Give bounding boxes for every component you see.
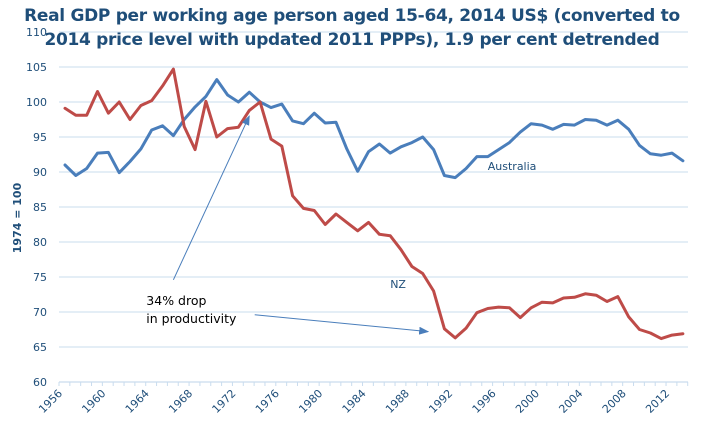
x-tick-label: 1976 [253, 387, 282, 416]
y-tick-label: 105 [26, 61, 47, 74]
x-tick-label: 1996 [470, 387, 499, 416]
x-tick-label: 1960 [79, 387, 108, 416]
chart-title-line-1: Real GDP per working age person aged 15-… [24, 6, 680, 26]
annotation-text: in productivity [146, 311, 237, 326]
x-tick-label: 1980 [296, 387, 325, 416]
y-tick-label: 95 [33, 131, 47, 144]
annotation-text: 34% drop [146, 293, 206, 308]
x-tick-label: 2004 [556, 387, 585, 416]
x-tick-label: 2000 [513, 387, 542, 416]
x-tick-label: 2008 [600, 387, 629, 416]
y-tick-label: 70 [33, 306, 47, 319]
series-line-australia [63, 78, 685, 180]
series-label-australia: Australia [488, 160, 537, 173]
y-tick-label: 110 [26, 26, 47, 39]
annotation-arrow [172, 115, 250, 281]
x-axis: 1956 1960 1964 1968 1972 1976 1980 1984 1988 1992… [36, 381, 689, 416]
y-tick-label: 80 [33, 236, 47, 249]
x-tick-label: 1972 [210, 387, 239, 416]
chart-title-line-2: 2014 price level with updated 2011 PPPs)… [44, 30, 660, 50]
y-tick-label: 85 [33, 201, 47, 214]
y-tick-label: 60 [33, 376, 47, 389]
series-lines: Australia NZ [63, 67, 685, 341]
y-tick-label: 100 [26, 96, 47, 109]
series-label-nz: NZ [390, 278, 406, 291]
x-tick-label: 1964 [123, 387, 152, 416]
y-tick-label: 90 [33, 166, 47, 179]
x-tick-label: 1956 [36, 387, 65, 416]
series-line-nz [63, 67, 685, 341]
x-tick-label: 1984 [340, 387, 369, 416]
x-tick-label: 1968 [166, 387, 195, 416]
annotations: 34% drop in productivity [146, 115, 430, 335]
gridlines [59, 31, 688, 383]
x-tick-label: 1992 [426, 387, 455, 416]
y-tick-label: 75 [33, 271, 47, 284]
y-axis-ticks: 60 65 70 75 80 85 90 95 100 105 110 [26, 26, 47, 389]
x-tick-label: 2012 [643, 387, 672, 416]
annotation-arrow [254, 314, 430, 335]
x-tick-label: 1988 [383, 387, 412, 416]
y-axis-label: 1974 = 100 [11, 182, 24, 253]
y-tick-label: 65 [33, 341, 47, 354]
